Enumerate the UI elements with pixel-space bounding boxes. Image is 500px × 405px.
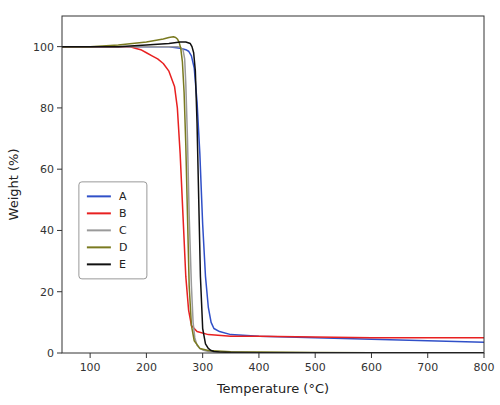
legend-swatch xyxy=(87,246,111,248)
x-tick-label: 600 xyxy=(361,361,382,374)
plot-background xyxy=(62,16,484,353)
x-tick xyxy=(315,353,316,358)
legend-label: A xyxy=(119,190,127,203)
y-tick-label: 20 xyxy=(40,286,54,299)
legend: ABCDE xyxy=(79,182,147,279)
legend-swatch xyxy=(87,212,111,214)
y-tick xyxy=(57,291,62,292)
y-tick xyxy=(57,46,62,47)
legend-label: C xyxy=(119,224,127,237)
x-tick-label: 300 xyxy=(192,361,213,374)
x-tick xyxy=(258,353,259,358)
y-tick xyxy=(57,353,62,354)
x-tick-label: 800 xyxy=(474,361,495,374)
x-tick xyxy=(146,353,147,358)
plot-frame xyxy=(62,16,484,353)
chart: 100 200 300 400 500 600 700 800 0 20 40 60 80 100 Temp… xyxy=(0,0,500,405)
legend-label: E xyxy=(119,258,126,271)
y-tick xyxy=(57,169,62,170)
x-tick-label: 700 xyxy=(417,361,438,374)
x-tick-label: 400 xyxy=(248,361,269,374)
x-tick xyxy=(202,353,203,358)
y-tick-label: 80 xyxy=(40,102,54,115)
legend-swatch xyxy=(87,195,111,197)
series-line xyxy=(62,47,484,353)
legend-swatch xyxy=(87,229,111,231)
x-axis-label: Temperature (°C) xyxy=(216,381,329,396)
y-tick-label: 60 xyxy=(40,163,54,176)
y-tick-label: 40 xyxy=(40,224,54,237)
lines xyxy=(62,37,484,353)
y-tick xyxy=(57,107,62,108)
series-line xyxy=(62,37,484,353)
x-tick xyxy=(90,353,91,358)
x-tick-label: 500 xyxy=(305,361,326,374)
series-line xyxy=(62,47,484,343)
x-tick xyxy=(371,353,372,358)
x-tick-label: 200 xyxy=(136,361,157,374)
legend-swatch xyxy=(87,263,111,265)
y-tick-label: 100 xyxy=(33,41,54,54)
legend-label: D xyxy=(119,241,127,254)
legend-label: B xyxy=(119,207,127,220)
series-line xyxy=(62,42,484,353)
x-tick xyxy=(484,353,485,358)
y-axis-label: Weight (%) xyxy=(6,149,21,221)
legend-box xyxy=(79,182,147,279)
x-tick-label: 100 xyxy=(80,361,101,374)
y-tick xyxy=(57,230,62,231)
axes: 100 200 300 400 500 600 700 800 0 20 40 60 80 100 xyxy=(33,41,495,374)
series-line xyxy=(62,47,484,338)
x-tick xyxy=(427,353,428,358)
y-tick-label: 0 xyxy=(47,347,54,360)
